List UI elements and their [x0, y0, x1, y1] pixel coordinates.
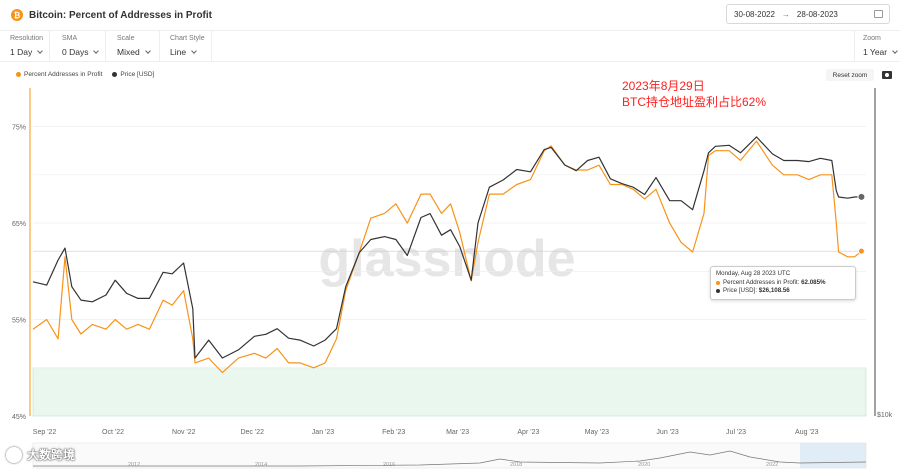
- annotation-text: 2023年8月29日 BTC持仓地址盈利占比62%: [622, 78, 766, 110]
- tooltip-price-label: Price [USD]:: [723, 287, 758, 294]
- annotation-line-2: BTC持仓地址盈利占比62%: [622, 95, 767, 109]
- x-tick-label: May '23: [585, 429, 609, 436]
- price-series-line: [32, 136, 862, 359]
- tooltip-swatch-price: [716, 289, 720, 294]
- sma-label: SMA: [62, 35, 78, 42]
- tooltip-price-value: $26,108.56: [758, 287, 790, 294]
- scale-select[interactable]: Scale Mixed: [107, 31, 160, 62]
- tooltip-percent-value: 62.085%: [801, 278, 826, 286]
- x-tick-label: Mar '23: [446, 429, 469, 436]
- tooltip-row-percent: Percent Addresses in Profit: 62.085%: [716, 279, 850, 288]
- tooltip-percent-label: Percent Addresses in Profit:: [723, 278, 800, 286]
- resolution-select[interactable]: Resolution 1 Day: [0, 31, 50, 62]
- plot-area: [32, 88, 867, 417]
- y-tick-label: 65%: [12, 221, 26, 228]
- highlight-band: [32, 367, 867, 417]
- x-tick-label: Oct '22: [102, 429, 124, 436]
- x-tick-label: Jun '23: [656, 429, 678, 436]
- chart-controls: Resolution 1 Day SMA 0 Days Scale Mixed …: [0, 30, 900, 62]
- y-right-tick-label: $10k: [877, 412, 893, 419]
- chart-style-label: Chart Style: [170, 35, 205, 42]
- brand-watermark: 大数跨境: [6, 446, 75, 463]
- sma-value[interactable]: 0 Days: [62, 47, 89, 57]
- camera-icon[interactable]: [882, 71, 892, 79]
- x-tick-label: Feb '23: [382, 429, 405, 436]
- tooltip-date: Monday, Aug 28 2023 UTC: [716, 270, 791, 277]
- date-range-picker[interactable]: 30-08-2022 → 28-08-2023: [726, 4, 890, 24]
- legend-label-price: Price [USD]: [120, 71, 155, 78]
- navigator-year-label: 2020: [638, 462, 650, 468]
- hover-point-price: [857, 192, 866, 201]
- chart-header: ₿ Bitcoin: Percent of Addresses in Profi…: [0, 0, 900, 30]
- legend-swatch-percent: [16, 72, 21, 77]
- scale-label: Scale: [117, 35, 135, 42]
- sma-select[interactable]: SMA 0 Days: [52, 31, 106, 62]
- navigator-series-line: [33, 450, 867, 467]
- annotation-line-1: 2023年8月29日: [622, 79, 705, 93]
- chart-style-select[interactable]: Chart Style Line: [160, 31, 212, 62]
- zoom-select[interactable]: Zoom 1 Year: [854, 31, 900, 62]
- navigator-year-label: 2014: [255, 462, 267, 468]
- chart-legend: Percent Addresses in Profit Price [USD]: [16, 71, 164, 78]
- chart-style-value[interactable]: Line: [170, 47, 187, 57]
- bitcoin-icon: ₿: [11, 9, 23, 21]
- x-tick-label: Aug '23: [795, 429, 819, 436]
- scale-value[interactable]: Mixed: [117, 47, 140, 57]
- tooltip-swatch-percent: [716, 280, 720, 285]
- navigator-year-label: 2012: [128, 462, 140, 468]
- percent-series-line: [32, 140, 862, 374]
- x-tick-label: Nov '22: [172, 429, 196, 436]
- x-tick-label: Apr '23: [517, 429, 539, 436]
- date-separator-icon: →: [781, 9, 790, 19]
- navigator-year-label: 2022: [766, 462, 778, 468]
- brand-logo-icon: [6, 446, 22, 463]
- hover-point-percent: [857, 247, 865, 255]
- legend-item-price[interactable]: Price [USD]: [112, 71, 154, 78]
- x-tick-label: Jan '23: [312, 429, 334, 436]
- resolution-value[interactable]: 1 Day: [10, 47, 33, 57]
- x-tick-label: Sep '22: [33, 429, 57, 436]
- date-to[interactable]: 28-08-2023: [796, 9, 838, 19]
- zoom-value[interactable]: 1 Year: [863, 47, 888, 57]
- x-tick-label: Jul '23: [726, 429, 746, 436]
- navigator-selection: [800, 443, 866, 468]
- legend-swatch-price: [112, 72, 118, 77]
- legend-item-percent[interactable]: Percent Addresses in Profit: [16, 71, 102, 78]
- navigator-year-label: 2018: [510, 462, 522, 468]
- y-tick-label: 75%: [12, 125, 26, 132]
- tooltip-row-price: Price [USD]: $26,108.56: [716, 287, 850, 296]
- y-tick-label: 55%: [12, 318, 26, 325]
- zoom-label: Zoom: [863, 35, 881, 42]
- chart-title: Bitcoin: Percent of Addresses in Profit: [29, 9, 212, 21]
- calendar-icon[interactable]: [874, 10, 883, 18]
- glassnode-watermark: glassnode: [318, 230, 575, 288]
- resolution-label: Resolution: [10, 35, 44, 42]
- date-from[interactable]: 30-08-2022: [734, 9, 775, 19]
- brand-watermark-text: 大数跨境: [27, 448, 76, 462]
- x-tick-label: Dec '22: [240, 429, 264, 436]
- chart-tooltip: Monday, Aug 28 2023 UTC Percent Addresse…: [710, 266, 856, 300]
- reset-zoom-button[interactable]: Reset zoom: [826, 69, 874, 81]
- y-tick-label: 45%: [12, 414, 26, 421]
- legend-label-percent: Percent Addresses in Profit: [24, 71, 103, 78]
- plot-background: [33, 88, 866, 416]
